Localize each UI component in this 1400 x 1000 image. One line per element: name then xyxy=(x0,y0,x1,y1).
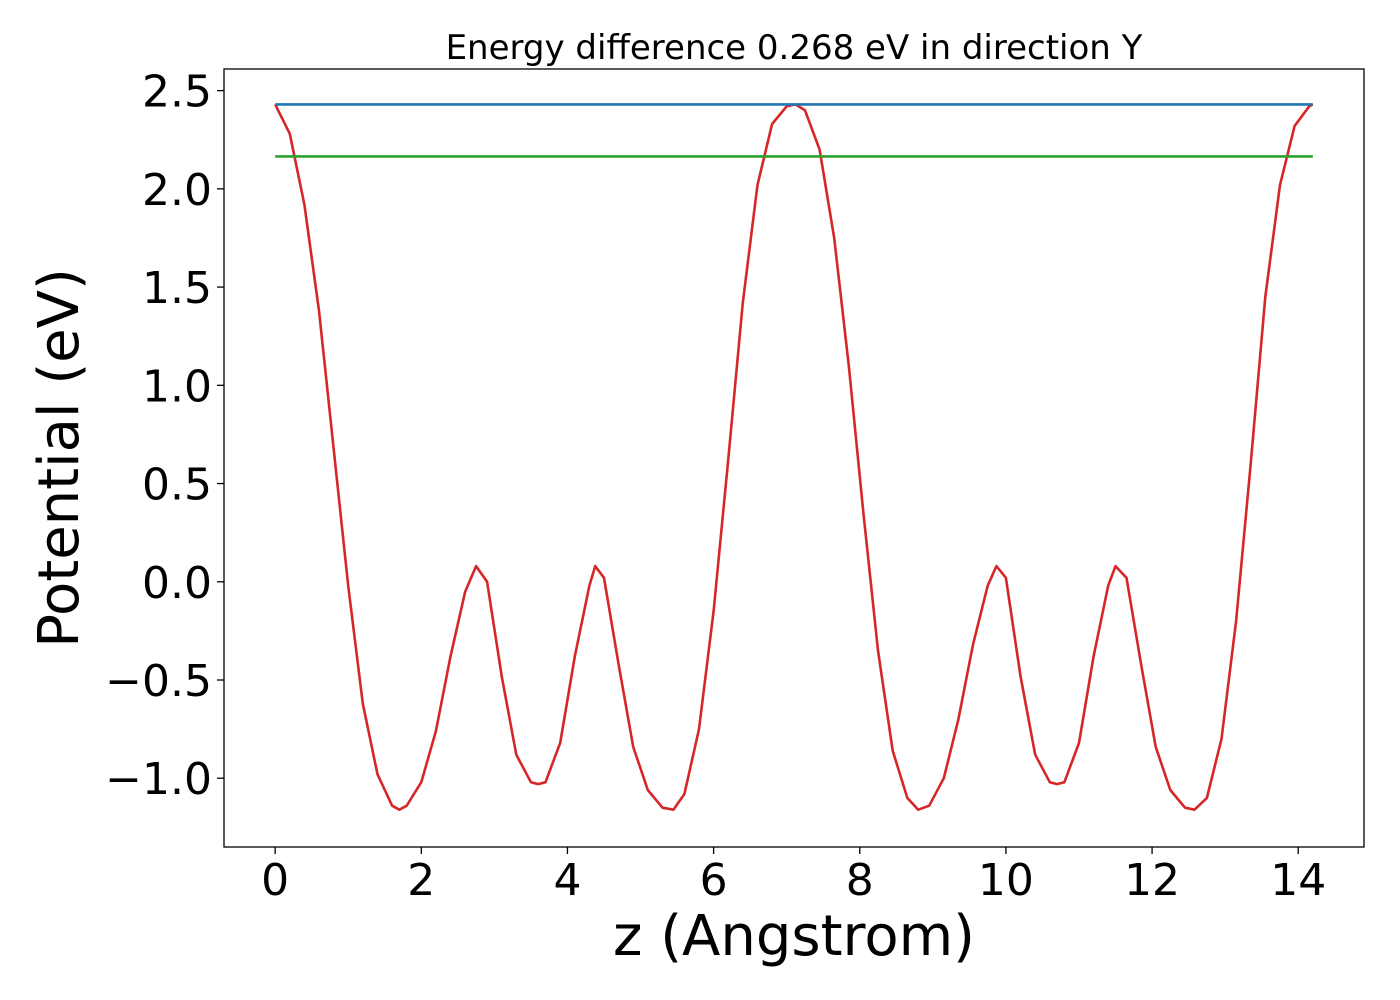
y-tick-label: 2.5 xyxy=(142,67,212,118)
x-tick-label: 0 xyxy=(261,855,289,906)
y-tick-label: 0.0 xyxy=(142,558,212,609)
plot-frame xyxy=(223,68,1365,848)
y-tick-label: 0.5 xyxy=(142,460,212,511)
x-axis-label: z (Angstrom) xyxy=(613,904,975,969)
axes-layer: 0 2 4 6 8 10 12 14 −1.0 −0.5 0.0 0.5 1.0 1.5 2.0 2.5 xyxy=(105,67,1365,906)
x-tick-label: 14 xyxy=(1270,855,1326,906)
series-layer xyxy=(274,103,1314,812)
x-tick-label: 12 xyxy=(1124,855,1180,906)
y-tick-label: 1.5 xyxy=(142,263,212,314)
y-tick-label: −0.5 xyxy=(105,656,212,707)
y-tick-label: −1.0 xyxy=(105,754,212,805)
x-tick-label: 2 xyxy=(407,855,435,906)
y-axis-label: Potential (eV) xyxy=(27,268,92,648)
x-tick-label: 6 xyxy=(700,855,728,906)
y-tick-label: 1.0 xyxy=(142,361,212,412)
x-tick-label: 8 xyxy=(846,855,874,906)
series-line-0 xyxy=(274,103,1314,812)
chart-title: Energy difference 0.268 eV in direction … xyxy=(446,28,1143,68)
y-tick-label: 2.0 xyxy=(142,165,212,216)
x-tick-label: 4 xyxy=(553,855,581,906)
x-tick-label: 10 xyxy=(978,855,1034,906)
